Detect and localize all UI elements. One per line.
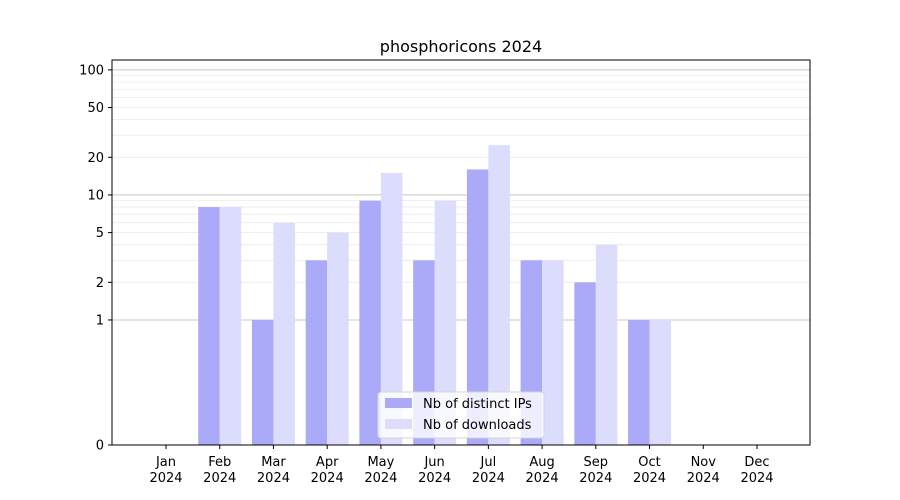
y-tick-label: 10 bbox=[87, 188, 104, 203]
y-tick-label: 50 bbox=[87, 101, 104, 116]
x-tick-label-year: 2024 bbox=[311, 471, 344, 486]
x-tick-label-year: 2024 bbox=[149, 471, 182, 486]
bar-distinct-ips-apr bbox=[305, 260, 328, 445]
x-tick-label-month: May bbox=[367, 455, 394, 470]
chart-title: phosphoricons 2024 bbox=[380, 37, 542, 56]
bar-downloads-apr bbox=[327, 232, 349, 445]
y-axis: 0 1 2 5 10 20 50 100 bbox=[79, 63, 112, 454]
y-tick-label: 100 bbox=[79, 63, 104, 78]
bar-downloads-jul bbox=[488, 145, 510, 445]
bar-downloads-jun bbox=[434, 200, 457, 445]
x-tick-label-month: Oct bbox=[638, 455, 660, 470]
legend: Nb of distinct IPs Nb of downloads bbox=[377, 391, 545, 439]
bar-downloads-may bbox=[380, 172, 403, 445]
y-tick-label: 1 bbox=[96, 313, 104, 328]
bar-downloads-oct bbox=[649, 319, 672, 445]
legend-swatch bbox=[385, 398, 412, 408]
bar-distinct-ips-feb bbox=[198, 207, 220, 445]
x-tick-label-year: 2024 bbox=[364, 471, 397, 486]
bar-distinct-ips-sep bbox=[574, 282, 596, 445]
bar-downloads-aug bbox=[542, 260, 564, 445]
x-tick-label-year: 2024 bbox=[526, 471, 559, 486]
bar-distinct-ips-mar bbox=[251, 319, 274, 445]
x-tick-label-month: Jan bbox=[155, 455, 176, 470]
x-tick-label-year: 2024 bbox=[579, 471, 612, 486]
bar-distinct-ips-may bbox=[359, 200, 381, 445]
x-tick-label-year: 2024 bbox=[740, 471, 773, 486]
bar-downloads-feb bbox=[219, 207, 242, 445]
legend-label: Nb of downloads bbox=[423, 418, 532, 433]
bar-distinct-ips-jul bbox=[466, 169, 489, 445]
legend-box bbox=[377, 391, 545, 439]
x-tick-label-month: Apr bbox=[316, 455, 339, 470]
y-tick-label: 20 bbox=[87, 151, 104, 166]
x-tick-label-month: Mar bbox=[261, 455, 286, 470]
y-tick-label: 0 bbox=[96, 439, 104, 454]
bar-downloads-sep bbox=[595, 244, 618, 445]
plot-frame bbox=[111, 59, 811, 446]
bar-downloads-mar bbox=[273, 222, 295, 445]
x-tick-label-month: Jul bbox=[480, 455, 497, 470]
x-tick-label-year: 2024 bbox=[633, 471, 666, 486]
legend-label: Nb of distinct IPs bbox=[423, 397, 532, 412]
x-tick-label-month: Aug bbox=[529, 455, 554, 470]
x-tick-label-year: 2024 bbox=[418, 471, 451, 486]
x-tick-label-month: Dec bbox=[744, 455, 769, 470]
x-tick-label-year: 2024 bbox=[257, 471, 290, 486]
x-tick-label-month: Nov bbox=[691, 455, 717, 470]
y-tick-label: 5 bbox=[96, 226, 104, 241]
y-tick-label: 2 bbox=[96, 276, 104, 291]
x-axis: Jan2024Feb2024Mar2024Apr2024May2024Jun20… bbox=[149, 445, 774, 486]
x-tick-label-year: 2024 bbox=[472, 471, 505, 486]
x-tick-label-month: Feb bbox=[208, 455, 231, 470]
x-tick-label-month: Sep bbox=[584, 455, 609, 470]
x-tick-label-year: 2024 bbox=[687, 471, 720, 486]
x-tick-label-month: Jun bbox=[423, 455, 444, 470]
legend-swatch bbox=[385, 419, 412, 429]
bar-distinct-ips-oct bbox=[628, 319, 650, 445]
x-tick-label-year: 2024 bbox=[203, 471, 236, 486]
